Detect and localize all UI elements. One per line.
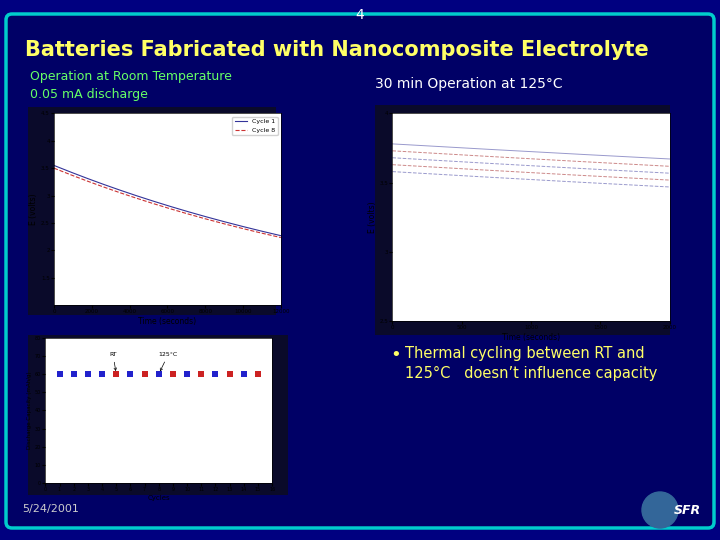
Cycle 8 bbox=[201, 215, 210, 222]
Text: SFR: SFR bbox=[674, 503, 701, 516]
Text: Thermal Cycling: Thermal Cycling bbox=[90, 220, 236, 238]
Y-axis label: E (volts): E (volts) bbox=[368, 201, 377, 233]
Bar bbox=[375, 105, 670, 335]
Cycle 8 bbox=[50, 165, 58, 171]
X-axis label: Time (seconds): Time (seconds) bbox=[502, 333, 560, 342]
Cycle 8 bbox=[276, 234, 285, 241]
Cycle 1 bbox=[276, 232, 285, 239]
Cycle 8 bbox=[184, 211, 192, 217]
Cycle 1 bbox=[201, 213, 210, 220]
X-axis label: Time (seconds): Time (seconds) bbox=[138, 317, 197, 326]
Bar bbox=[28, 335, 288, 495]
Y-axis label: E (volts): E (volts) bbox=[30, 193, 38, 225]
Text: 4: 4 bbox=[356, 8, 364, 22]
Line: Cycle 8: Cycle 8 bbox=[54, 168, 281, 238]
Cycle 8 bbox=[108, 187, 117, 193]
Bar bbox=[28, 107, 276, 315]
Text: RT: RT bbox=[109, 352, 117, 370]
Circle shape bbox=[642, 492, 678, 528]
Text: 30 min Operation at 125°C: 30 min Operation at 125°C bbox=[375, 77, 562, 91]
Cycle 1 bbox=[220, 219, 229, 225]
Line: Cycle 1: Cycle 1 bbox=[54, 165, 281, 235]
Cycle 1 bbox=[50, 162, 58, 168]
FancyBboxPatch shape bbox=[6, 14, 714, 528]
Cycle 1 bbox=[90, 178, 99, 184]
Text: Operation at Room Temperature
0.05 mA discharge: Operation at Room Temperature 0.05 mA di… bbox=[30, 70, 232, 101]
Text: Thermal cycling between RT and
125°C   doesn’t influence capacity: Thermal cycling between RT and 125°C doe… bbox=[405, 346, 657, 381]
Cycle 1 bbox=[108, 184, 117, 191]
Cycle 8 bbox=[220, 221, 229, 227]
Cycle 1 bbox=[184, 208, 192, 215]
Text: 5/24/2001: 5/24/2001 bbox=[22, 504, 79, 514]
Text: •: • bbox=[390, 288, 401, 306]
Y-axis label: Discharge Capacity (mAh/g): Discharge Capacity (mAh/g) bbox=[27, 372, 32, 449]
Legend: Cycle 1, Cycle 8: Cycle 1, Cycle 8 bbox=[232, 117, 278, 136]
X-axis label: Cycles: Cycles bbox=[148, 495, 170, 501]
Text: Batteries Fabricated with Nanocomposite Electrolyte: Batteries Fabricated with Nanocomposite … bbox=[25, 40, 649, 60]
Cycle 1 bbox=[153, 199, 161, 205]
Text: •: • bbox=[390, 230, 401, 248]
Text: Batteries operate well at 125°C: Batteries operate well at 125°C bbox=[405, 288, 636, 303]
Cycle 8 bbox=[153, 201, 161, 208]
Cycle 8 bbox=[90, 180, 99, 187]
Text: Batteries cycle nicely and exhibit
very good capacity: Batteries cycle nicely and exhibit very … bbox=[405, 230, 649, 265]
Text: 125°C: 125°C bbox=[158, 352, 178, 371]
Text: •: • bbox=[390, 346, 401, 364]
